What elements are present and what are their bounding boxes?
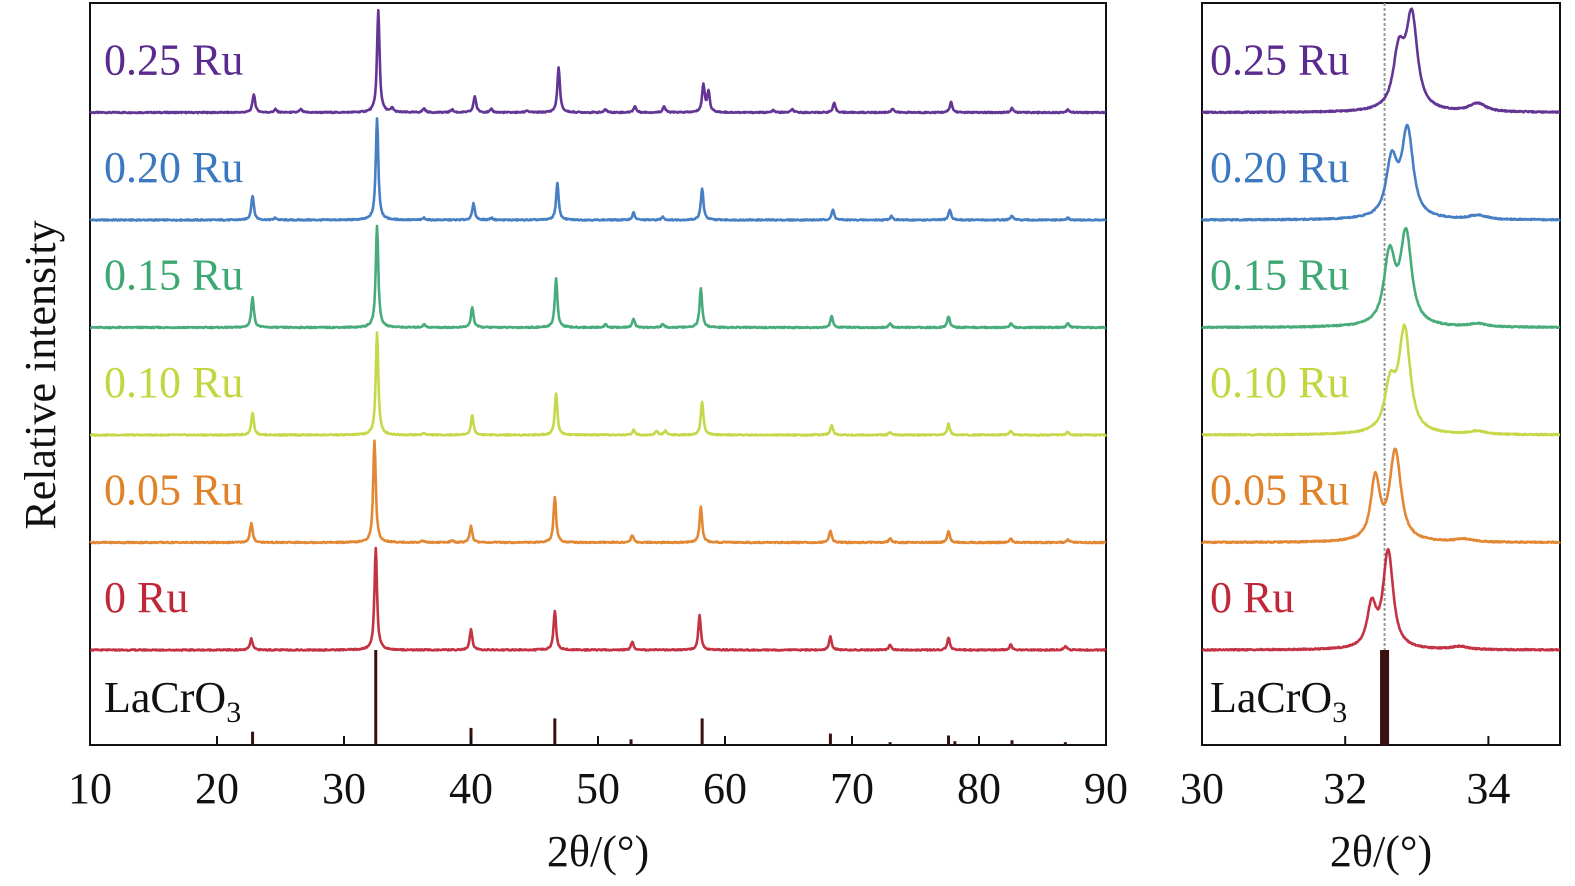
series-line-0-25-ru (88, 8, 1107, 115)
full-range-panel: 0.25 Ru 0.20 Ru 0.15 Ru 0.10 Ru 0.05 Ru 0 Ru L… (68, 2, 1128, 876)
x-axis-label: 2θ/(°) (1330, 827, 1432, 876)
series-line-0-20-ru (89, 117, 1107, 222)
series-line-0-25-ru (1201, 7, 1561, 115)
x-tick-label: 70 (830, 764, 874, 813)
zoom-panel: 0.25 Ru 0.20 Ru 0.15 Ru 0.10 Ru 0.05 Ru 0 Ru L… (1180, 2, 1562, 876)
series-label-0-25-ru: 0.25 Ru (1210, 36, 1349, 85)
reference-label: LaCrO3 (1210, 673, 1347, 729)
x-tick-label: 10 (68, 764, 112, 813)
series-line-0-05-ru (89, 439, 1107, 545)
series-line-0-ru (89, 546, 1107, 652)
reference-label-subscript: 3 (1332, 696, 1347, 729)
x-tick-label: 34 (1466, 764, 1510, 813)
x-tick-label: 30 (1180, 764, 1224, 813)
series-label-0-20-ru: 0.20 Ru (104, 143, 243, 192)
series-label-0-10-ru: 0.10 Ru (1210, 358, 1349, 407)
series-line-0-20-ru (1200, 123, 1562, 222)
x-tick-label: 40 (449, 764, 493, 813)
x-tick-label: 30 (322, 764, 366, 813)
x-tick-label: 90 (1084, 764, 1128, 813)
series-line-0-15-ru (89, 224, 1107, 330)
series-label-0-20-ru: 0.20 Ru (1210, 143, 1349, 192)
x-axis-label: 2θ/(°) (547, 827, 649, 876)
series-line-0-ru (1201, 548, 1561, 652)
x-tick-label: 32 (1323, 764, 1367, 813)
series-label-0-15-ru: 0.15 Ru (1210, 251, 1349, 300)
series-line-0-15-ru (1200, 226, 1561, 330)
series-label-0-05-ru: 0.05 Ru (1210, 466, 1349, 515)
y-axis-label: Relative intensity (16, 220, 65, 529)
series-label-0-15-ru: 0.15 Ru (104, 251, 243, 300)
series-label-0-ru: 0 Ru (1210, 573, 1294, 622)
series-label-0-10-ru: 0.10 Ru (104, 358, 243, 407)
x-tick-label: 60 (703, 764, 747, 813)
reference-label: LaCrO3 (104, 673, 241, 729)
series-label-0-05-ru: 0.05 Ru (104, 466, 243, 515)
x-tick-label: 20 (195, 764, 239, 813)
series-line-0-10-ru (89, 331, 1108, 437)
x-tick-label: 80 (957, 764, 1001, 813)
reference-label-subscript: 3 (226, 696, 241, 729)
series-line-0-05-ru (1200, 447, 1561, 545)
x-tick-label: 50 (576, 764, 620, 813)
series-label-0-ru: 0 Ru (104, 573, 188, 622)
series-line-0-10-ru (1201, 323, 1561, 437)
series-label-0-25-ru: 0.25 Ru (104, 36, 243, 85)
